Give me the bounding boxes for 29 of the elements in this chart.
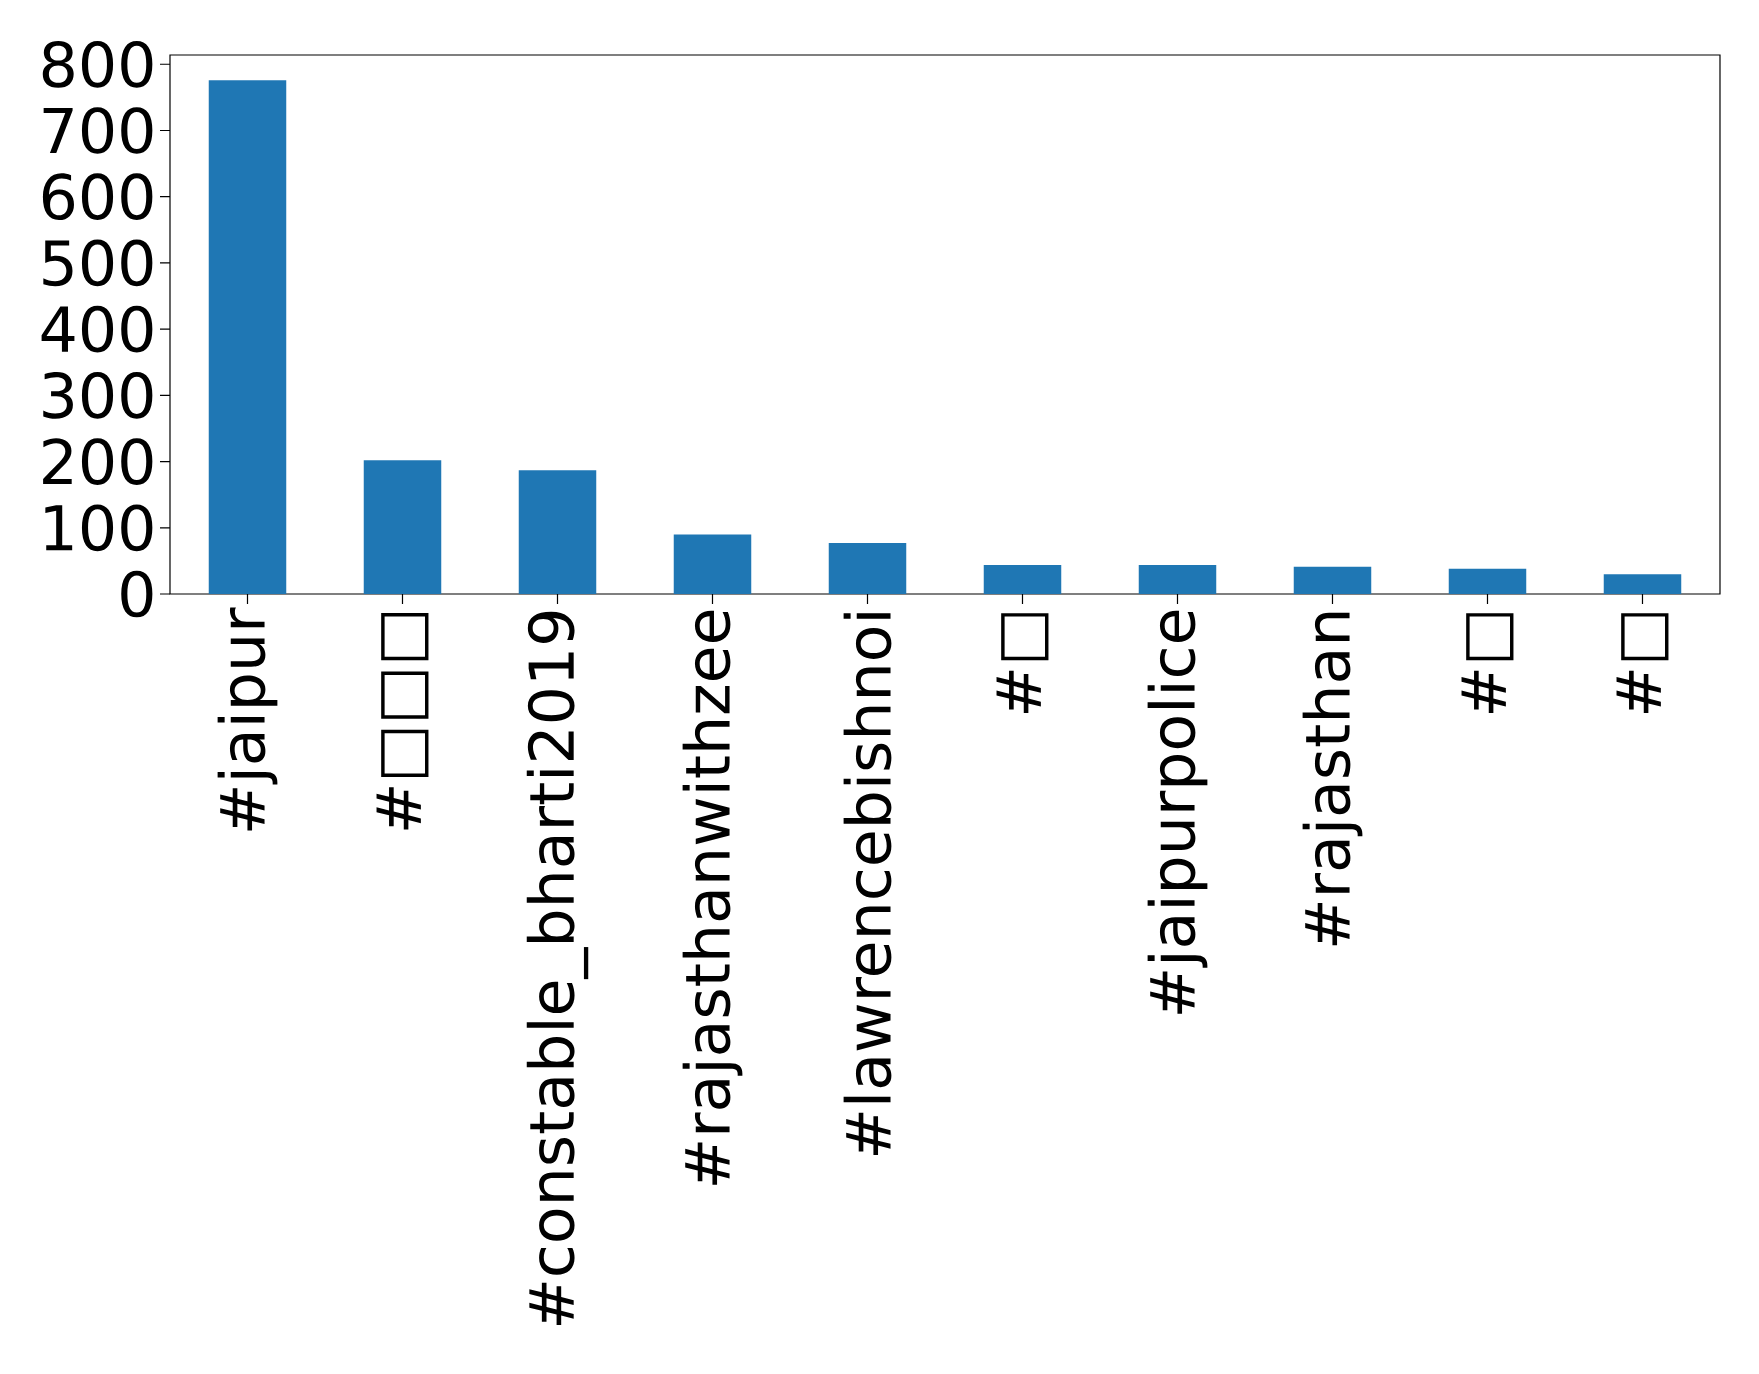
- x-tick-label: #jaipur: [217, 607, 278, 831]
- y-tick-label: 400: [41, 305, 153, 353]
- y-tick-label: 500: [43, 239, 153, 287]
- bar: [1603, 574, 1682, 595]
- x-tick-label: #lawrencebishnoi: [843, 613, 892, 1156]
- bar: [363, 460, 442, 595]
- x-tick-label: #□□□: [376, 613, 429, 830]
- y-tick-label: 100: [45, 504, 153, 552]
- y-tick-label: 200: [43, 438, 153, 485]
- x-tick-label: #constable_bharti2019: [526, 611, 589, 1326]
- bar: [828, 543, 907, 595]
- x-tick-label: #jaipurpolice: [1147, 610, 1208, 1014]
- y-tick-label: 700: [43, 107, 153, 154]
- x-tick-label: #rajasthan: [1302, 612, 1363, 946]
- y-tick-label: 800: [42, 40, 153, 88]
- y-tick-label: 300: [43, 372, 153, 419]
- y-tick-label: 600: [42, 173, 153, 221]
- bar: [1293, 566, 1372, 595]
- bar: [1138, 564, 1217, 595]
- bar: [208, 80, 287, 595]
- bar: [1448, 568, 1527, 595]
- x-tick-label: #□: [1616, 613, 1669, 713]
- bar: [673, 534, 752, 595]
- x-tick-label: #rajasthanwithzee: [682, 610, 743, 1185]
- x-tick-label: #□: [996, 613, 1049, 713]
- x-tick-label: #□: [1461, 613, 1514, 713]
- y-tick-label: 0: [121, 570, 153, 618]
- bar: [983, 564, 1062, 595]
- bar: [518, 470, 597, 595]
